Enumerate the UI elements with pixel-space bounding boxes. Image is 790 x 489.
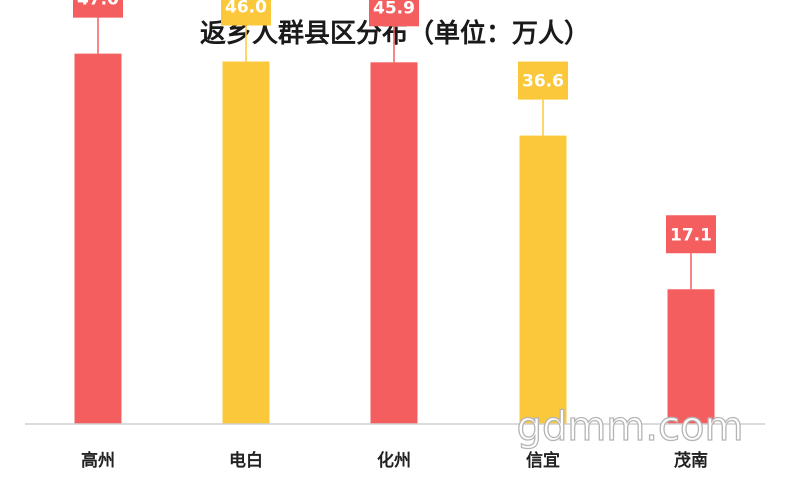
data-label-box-2 bbox=[221, 0, 271, 26]
bar-2 bbox=[222, 61, 270, 425]
category-label-3: 化州 bbox=[377, 450, 411, 471]
data-label-2: 46.0 bbox=[225, 0, 267, 18]
data-label-5: 17.1 bbox=[670, 225, 712, 245]
data-label-3: 45.9 bbox=[373, 0, 415, 18]
bar-1 bbox=[74, 53, 122, 424]
bar-4 bbox=[519, 135, 567, 425]
bar-3 bbox=[370, 62, 418, 425]
bars-group bbox=[74, 53, 715, 425]
data-label-1: 47.0 bbox=[77, 0, 119, 10]
data-label-4: 36.6 bbox=[522, 72, 564, 92]
data-labels-group: 47.0 46.0 45.9 36.6 17.1 bbox=[73, 0, 716, 290]
category-label-5: 茂南 bbox=[674, 450, 708, 471]
bar-5 bbox=[667, 289, 715, 424]
category-label-1: 高州 bbox=[81, 450, 115, 471]
category-label-2: 电白 bbox=[229, 450, 263, 471]
category-labels-group: 高州 电白 化州 信宜 茂南 bbox=[81, 450, 708, 471]
data-label-box-5 bbox=[666, 215, 716, 254]
data-label-box-1 bbox=[73, 0, 123, 18]
watermark: gdmm.com bbox=[517, 404, 744, 450]
data-label-box-4 bbox=[518, 61, 568, 100]
data-label-box-3 bbox=[369, 0, 419, 27]
category-label-4: 信宜 bbox=[526, 450, 560, 471]
